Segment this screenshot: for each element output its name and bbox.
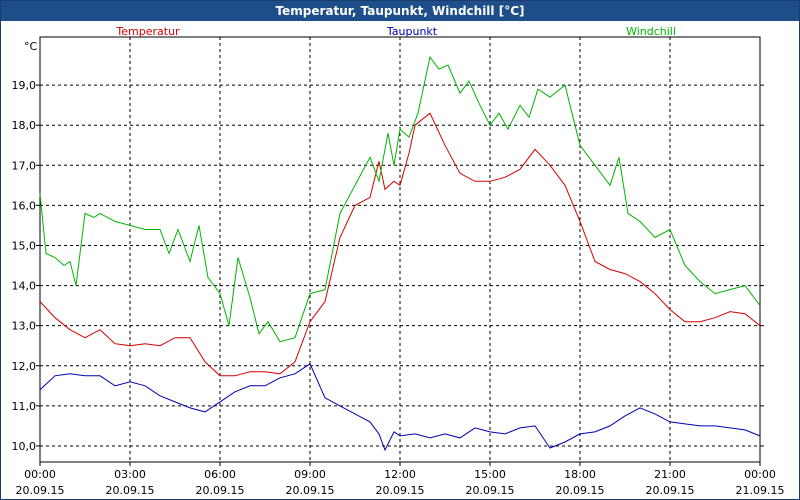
legend-windchill: Windchill xyxy=(626,25,676,38)
series-lines xyxy=(39,55,761,452)
x-tick-date: 20.09.15 xyxy=(466,484,515,497)
series-line-taupunkt xyxy=(39,363,761,452)
y-tick-label: 12,0 xyxy=(12,360,37,373)
x-tick-date: 20.09.15 xyxy=(16,484,65,497)
legend-temperatur: Temperatur xyxy=(115,25,180,38)
x-tick-time: 00:00 xyxy=(24,468,56,481)
x-tick-labels: 00:00 20.09.15 03:00 20.09.15 06:00 20.09.15 0… xyxy=(16,468,785,497)
y-tick-label: 19,0 xyxy=(12,79,37,92)
y-tick-label: 16,0 xyxy=(12,199,37,212)
x-tick-time: 15:00 xyxy=(474,468,506,481)
y-axis-unit-label: °C xyxy=(24,40,38,53)
series-line-windchill xyxy=(39,55,761,343)
x-tick-date: 20.09.15 xyxy=(196,484,245,497)
legend: Temperatur Taupunkt Windchill xyxy=(115,25,676,38)
x-tick-date: 20.09.15 xyxy=(556,484,605,497)
x-tick-time: 09:00 xyxy=(294,468,326,481)
x-tick-time: 12:00 xyxy=(384,468,416,481)
x-tick-date: 20.09.15 xyxy=(286,484,335,497)
series-line-temperatur xyxy=(39,112,761,377)
y-tick-label: 13,0 xyxy=(12,320,37,333)
y-tick-label: 18,0 xyxy=(12,119,37,132)
x-tick-time: 03:00 xyxy=(114,468,146,481)
legend-taupunkt: Taupunkt xyxy=(386,25,438,38)
y-tick-label: 10,0 xyxy=(12,440,37,453)
y-tick-label: 11,0 xyxy=(12,400,37,413)
x-tick-time: 21:00 xyxy=(654,468,686,481)
x-tick-date: 20.09.15 xyxy=(376,484,425,497)
x-tick-time: 18:00 xyxy=(564,468,596,481)
x-tick-date: 20.09.15 xyxy=(106,484,155,497)
y-tick-label: 15,0 xyxy=(12,239,37,252)
x-tick-time: 00:00 xyxy=(744,468,776,481)
grid-lines xyxy=(36,37,764,466)
chart-title: Temperatur, Taupunkt, Windchill [°C] xyxy=(1,1,799,21)
y-tick-label: 14,0 xyxy=(12,280,37,293)
y-tick-labels: 10,0 11,0 12,0 13,0 14,0 15,0 16,0 17,0 18,0 19,0 xyxy=(12,79,37,453)
x-tick-date: 21.09.15 xyxy=(736,484,785,497)
x-tick-time: 06:00 xyxy=(204,468,236,481)
x-tick-date: 20.09.15 xyxy=(646,484,695,497)
y-tick-label: 17,0 xyxy=(12,159,37,172)
